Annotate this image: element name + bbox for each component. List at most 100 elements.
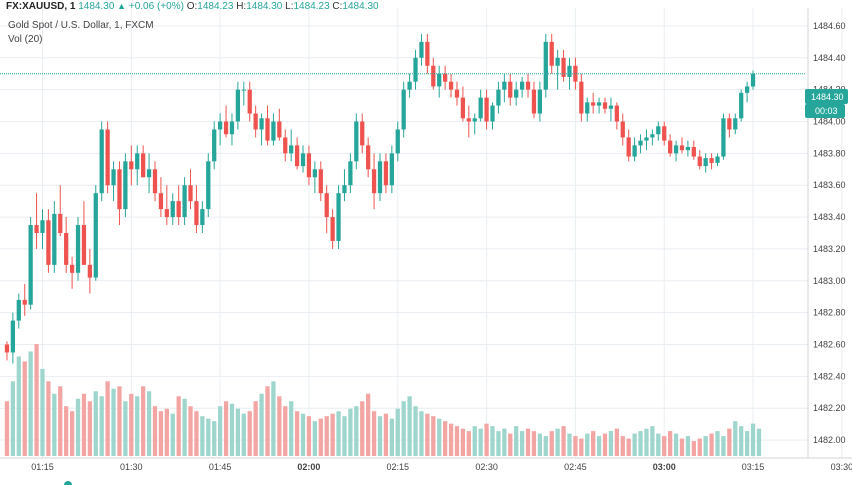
volume-bar	[277, 396, 282, 456]
high-value: 1484.30	[246, 1, 283, 12]
price-tick-label: 1482.00	[813, 435, 846, 445]
candle	[656, 121, 661, 141]
candle-body	[75, 225, 81, 273]
candle-body	[431, 65, 436, 87]
candle-body	[739, 92, 744, 119]
volume-indicator-label[interactable]: Vol (20)	[8, 34, 43, 45]
candle	[247, 81, 252, 122]
volume-bar	[170, 413, 175, 456]
candle	[283, 129, 288, 162]
volume-bar	[632, 433, 637, 456]
volume-bar	[703, 436, 708, 456]
volume-bar	[247, 411, 252, 456]
candle-body	[750, 73, 756, 87]
candle-body	[247, 89, 252, 114]
price-tick-label: 1482.40	[813, 371, 846, 381]
candle	[111, 161, 116, 202]
time-tick-label: 03:00	[653, 462, 676, 472]
time-tick-label: 01:30	[120, 462, 143, 472]
price-tick-label: 1483.60	[813, 180, 846, 190]
candle-body	[567, 65, 572, 77]
candle-body	[22, 299, 27, 305]
volume-bar	[691, 441, 696, 456]
volume-bar	[668, 431, 673, 456]
candle	[22, 283, 27, 316]
candle	[502, 73, 507, 103]
volume-bar	[407, 396, 412, 456]
volume-bar	[395, 408, 400, 456]
candle	[164, 185, 169, 226]
candle	[525, 73, 531, 98]
volume-bar	[537, 433, 543, 456]
candle	[129, 145, 134, 186]
candle	[685, 140, 691, 157]
candle	[573, 57, 578, 90]
chart-grid	[0, 8, 843, 458]
high-label: H:	[236, 1, 247, 12]
volume-bar	[431, 416, 436, 456]
candle	[466, 105, 471, 138]
candle-body	[377, 161, 383, 194]
volume-bar	[508, 433, 513, 456]
candle	[34, 193, 39, 249]
candle-body	[146, 169, 152, 178]
candle	[336, 185, 341, 249]
candle-body	[703, 158, 708, 167]
last-price-tag: 1484.30	[805, 89, 848, 104]
candle	[342, 169, 347, 202]
volume-bar	[229, 403, 235, 456]
time-axis: 01:15 01:30 01:45 02:00 02:15 02:30 02:45 03:00…	[31, 462, 852, 472]
volume-bar	[342, 416, 347, 456]
candle	[135, 145, 140, 186]
candle	[194, 185, 199, 233]
candle-body	[69, 264, 75, 273]
candle	[40, 209, 45, 249]
volume-bar	[549, 431, 554, 456]
volume-bar	[401, 401, 406, 456]
candle	[472, 113, 477, 135]
volume-bar	[573, 436, 578, 456]
candle-body	[490, 105, 495, 122]
candle-body	[283, 137, 288, 154]
candle	[721, 113, 726, 160]
candle	[330, 209, 335, 249]
candle-body	[662, 126, 667, 141]
volume-bar	[146, 391, 152, 456]
candle-body	[330, 217, 335, 241]
candle-body	[626, 137, 631, 157]
volume-bar	[324, 416, 329, 456]
scroll-handle[interactable]	[64, 481, 72, 485]
volume-bar	[348, 408, 353, 456]
candle	[212, 121, 217, 170]
volume-bar	[58, 386, 63, 456]
candle-body	[460, 97, 466, 119]
candle	[691, 140, 696, 160]
time-tick-label: 02:30	[475, 462, 498, 472]
chart-title: Gold Spot / U.S. Dollar, 1, FXCM	[8, 20, 154, 31]
volume-bar	[135, 396, 140, 456]
volume-bar	[117, 386, 122, 456]
candle-body	[549, 41, 554, 66]
countdown-tag: 00:03	[805, 104, 845, 118]
candle	[117, 161, 122, 226]
volume-bar	[123, 401, 128, 456]
volume-bar	[46, 381, 51, 456]
candle	[75, 217, 81, 281]
candle	[46, 209, 51, 273]
candle-body	[259, 118, 264, 130]
volume-bar	[673, 433, 679, 456]
volume-bar	[289, 401, 294, 456]
candle	[217, 113, 223, 146]
candle-body	[99, 129, 104, 194]
candle-body	[596, 102, 602, 106]
candle	[638, 134, 643, 154]
volume-bar	[567, 433, 572, 456]
candle	[354, 113, 359, 170]
candle-body	[608, 105, 614, 109]
candle-body	[16, 299, 21, 321]
candle-body	[164, 209, 169, 218]
candle-body	[52, 213, 57, 265]
candle-body	[158, 193, 164, 210]
volume-bar	[744, 431, 750, 456]
